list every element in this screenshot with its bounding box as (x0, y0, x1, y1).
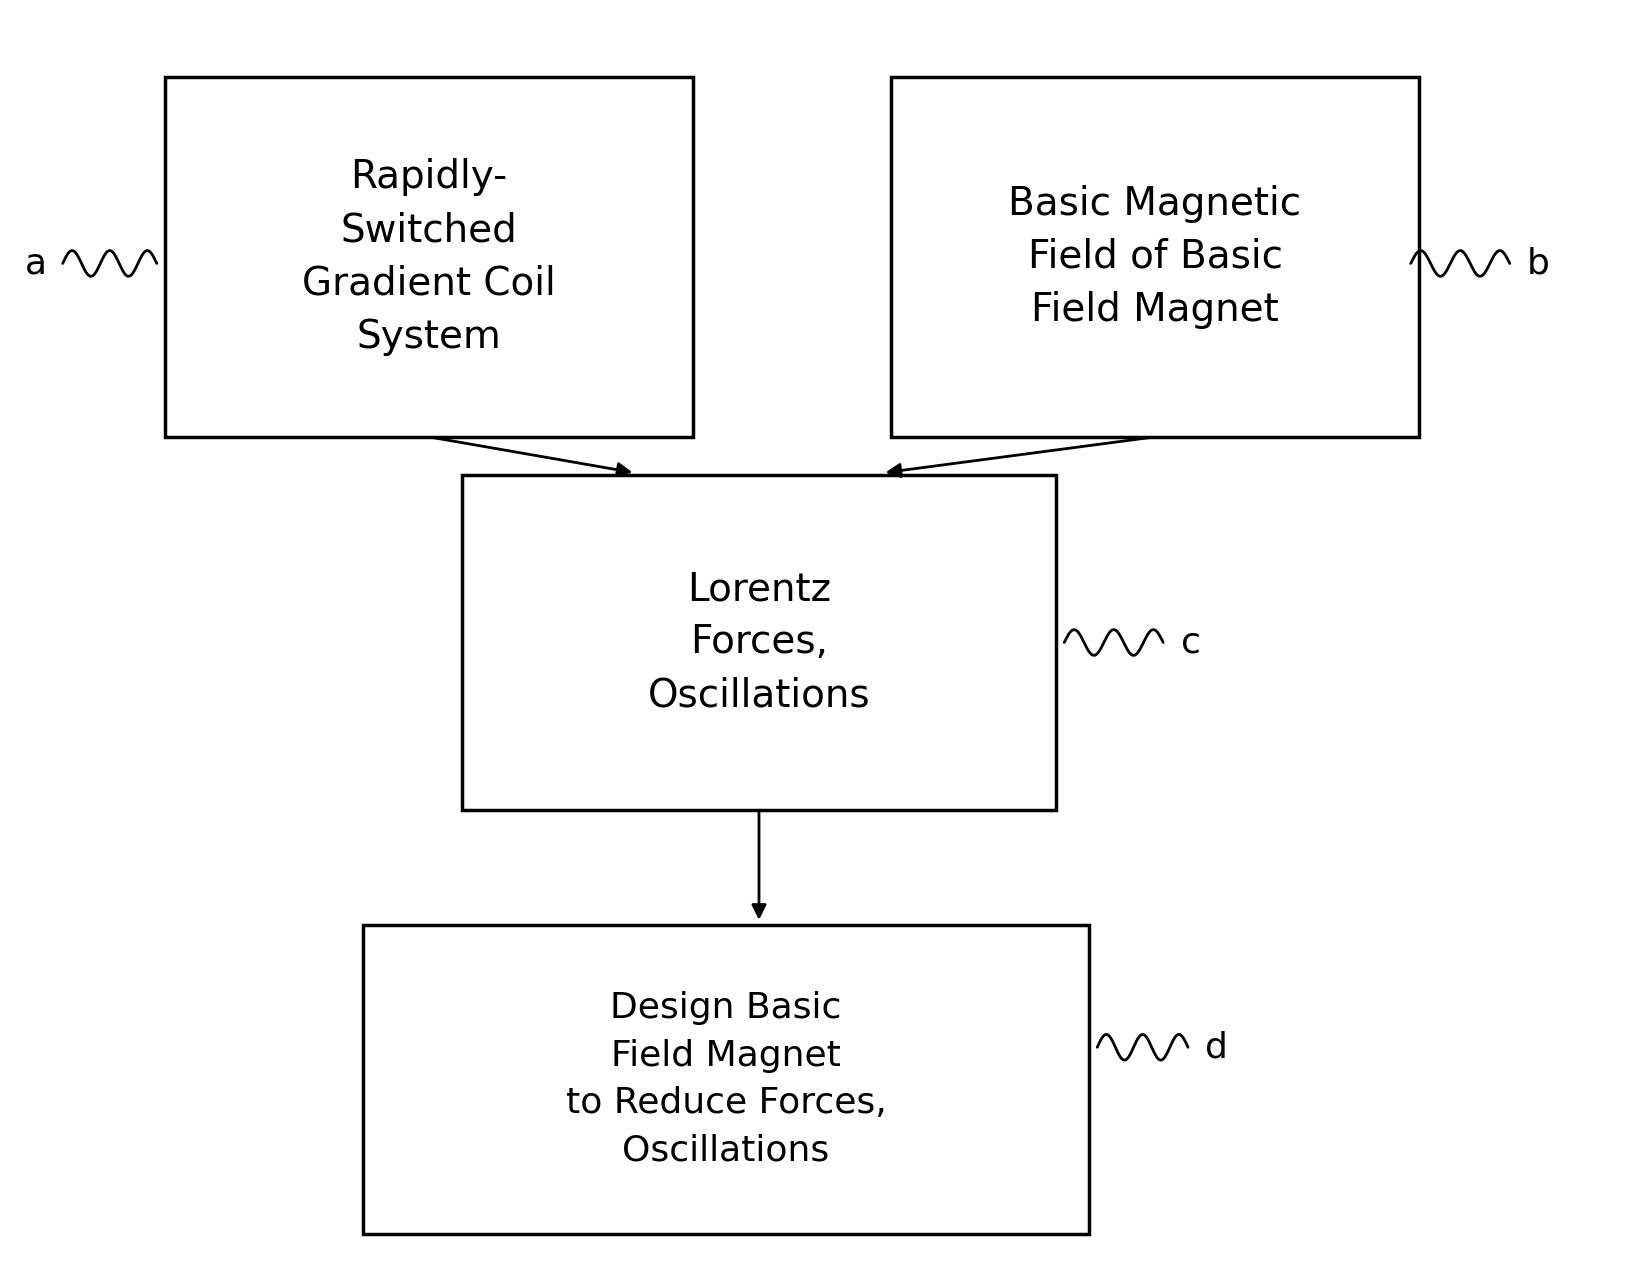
Bar (891, 77, 1419, 437)
Text: Basic Magnetic
Field of Basic
Field Magnet: Basic Magnetic Field of Basic Field Magn… (1008, 185, 1302, 329)
Text: b: b (1526, 247, 1549, 280)
Bar (363, 925, 1089, 1234)
Text: Design Basic
Field Magnet
to Reduce Forces,
Oscillations: Design Basic Field Magnet to Reduce Forc… (566, 991, 886, 1168)
Text: Rapidly-
Switched
Gradient Coil
System: Rapidly- Switched Gradient Coil System (302, 158, 556, 356)
Text: a: a (25, 247, 48, 280)
Text: c: c (1181, 626, 1201, 659)
Text: Lorentz
Forces,
Oscillations: Lorentz Forces, Oscillations (648, 571, 870, 714)
Text: d: d (1204, 1031, 1228, 1064)
Bar (165, 77, 693, 437)
Bar (462, 475, 1056, 810)
